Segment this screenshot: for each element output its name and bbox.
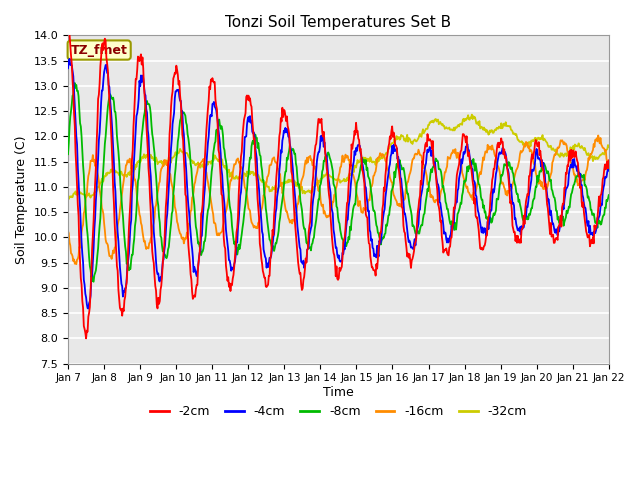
Y-axis label: Soil Temperature (C): Soil Temperature (C) bbox=[15, 135, 28, 264]
X-axis label: Time: Time bbox=[323, 386, 354, 399]
Legend: -2cm, -4cm, -8cm, -16cm, -32cm: -2cm, -4cm, -8cm, -16cm, -32cm bbox=[145, 400, 532, 423]
Text: TZ_fmet: TZ_fmet bbox=[71, 44, 127, 57]
Title: Tonzi Soil Temperatures Set B: Tonzi Soil Temperatures Set B bbox=[225, 15, 451, 30]
